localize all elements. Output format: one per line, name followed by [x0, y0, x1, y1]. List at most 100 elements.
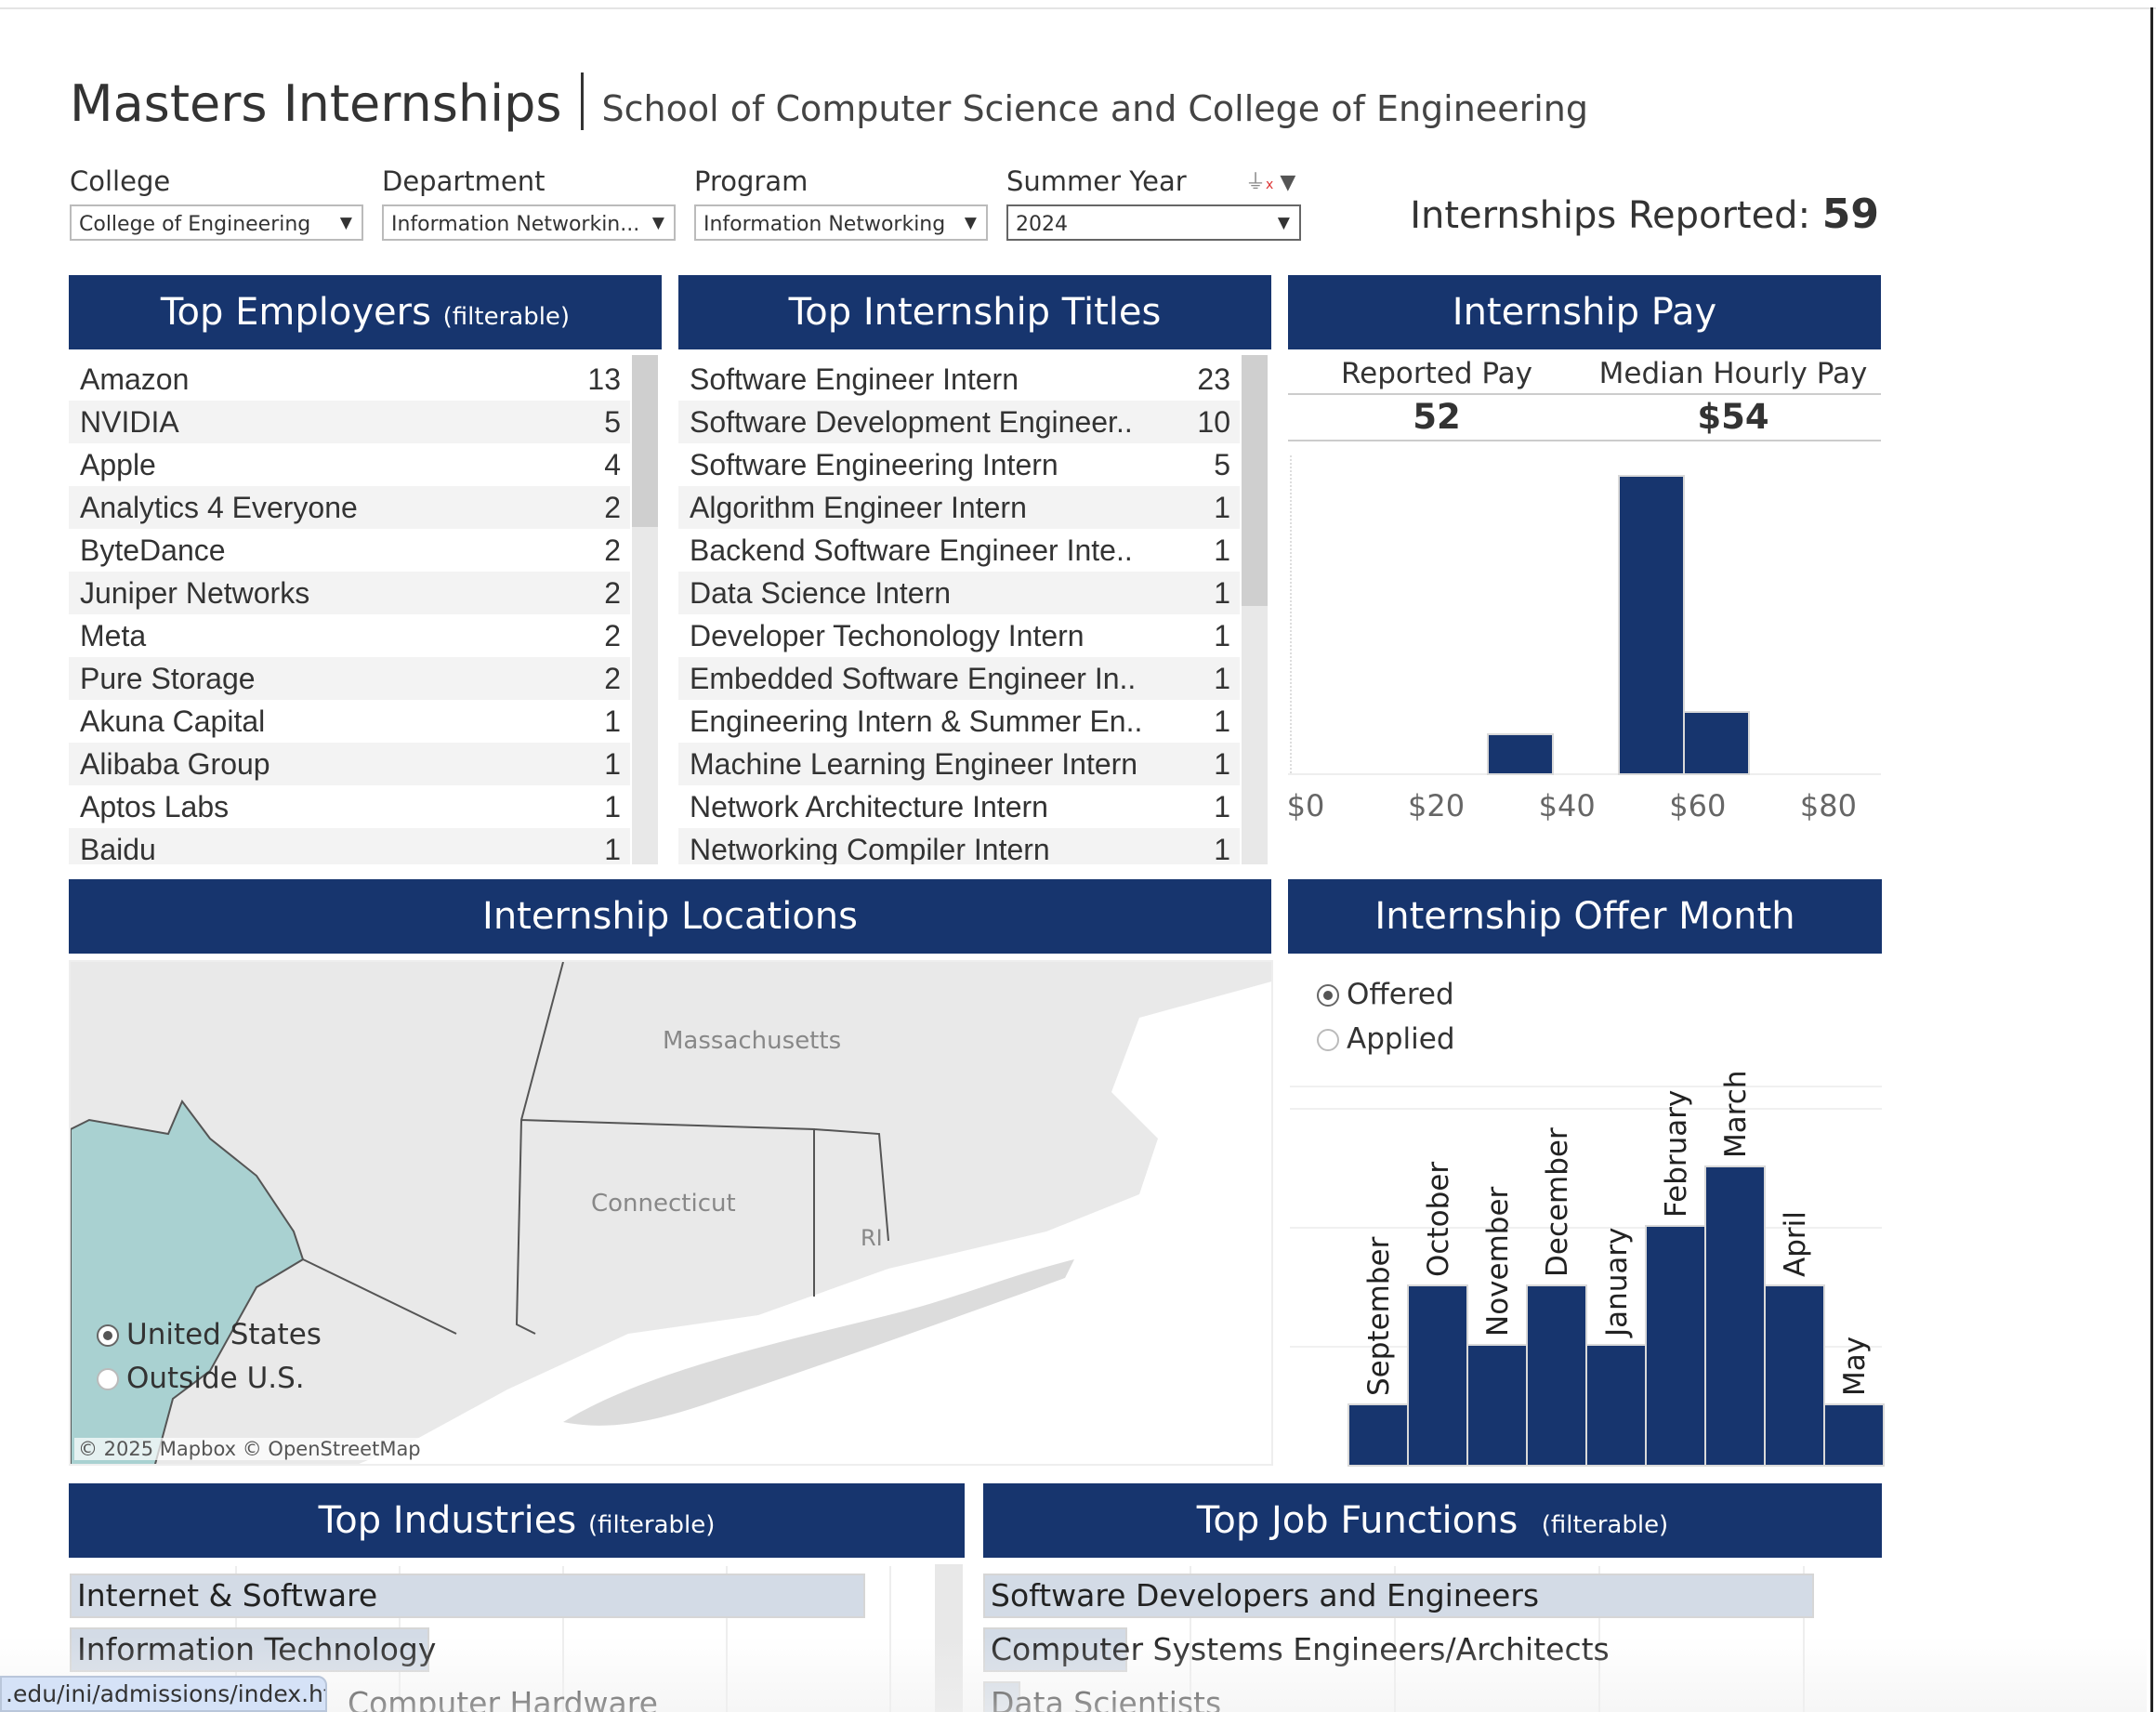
row-label: Juniper Networks [80, 576, 310, 610]
title-row[interactable]: Networking Compiler Intern 1 [678, 828, 1240, 864]
radio-icon [97, 1368, 119, 1390]
industries-title: Top Industries [318, 1499, 577, 1542]
row-count: 1 [1214, 705, 1230, 738]
bar[interactable] [70, 1574, 865, 1618]
employers-header: Top Employers (filterable) [69, 275, 662, 349]
title-row[interactable]: Software Engineering Intern 5 [678, 443, 1240, 486]
radio-offered[interactable]: Offered [1317, 978, 1454, 1011]
employer-row[interactable]: Aptos Labs 1 [69, 785, 630, 828]
map-label-ri: RI [861, 1225, 883, 1251]
radio-united-states[interactable]: United States [97, 1318, 322, 1351]
title-row[interactable]: Software Development Engineer.. 10 [678, 401, 1240, 443]
bar-label[interactable]: Software Developers and Engineers [991, 1577, 1540, 1613]
month-bar[interactable] [1348, 1403, 1409, 1467]
x-tick-label: $40 [1538, 788, 1596, 823]
title-row[interactable]: Backend Software Engineer Inte.. 1 [678, 529, 1240, 572]
median-pay-value: $54 [1697, 397, 1769, 437]
row-count: 2 [604, 576, 621, 610]
titles-scrollbar[interactable] [1242, 355, 1268, 864]
locations-map[interactable]: Massachusetts Connecticut RI United Stat… [69, 960, 1273, 1466]
scroll-thumb[interactable] [1242, 355, 1268, 606]
offer-month-title: Internship Offer Month [1374, 895, 1795, 938]
titles-title: Top Internship Titles [788, 291, 1162, 334]
title-row[interactable]: Machine Learning Engineer Intern 1 [678, 743, 1240, 785]
employer-row[interactable]: Apple 4 [69, 443, 630, 486]
row-count: 1 [604, 790, 621, 823]
reported-label: Internships Reported: [1410, 194, 1811, 237]
median-pay-label: Median Hourly Pay [1598, 357, 1868, 390]
radio-applied[interactable]: Applied [1317, 1022, 1455, 1056]
bar[interactable] [983, 1574, 1814, 1618]
month-label: November [1481, 1186, 1515, 1337]
gridline [1290, 1108, 1882, 1110]
titles-list[interactable]: Software Engineer Intern 23 Software Devel… [678, 358, 1240, 864]
row-label: Machine Learning Engineer Intern [690, 747, 1138, 781]
title-row[interactable]: Algorithm Engineer Intern 1 [678, 486, 1240, 529]
employer-row[interactable]: ByteDance 2 [69, 529, 630, 572]
pay-bar[interactable] [1682, 710, 1751, 775]
y-axis-line [1290, 455, 1292, 773]
title-row[interactable]: Engineering Intern & Summer En.. 1 [678, 700, 1240, 743]
program-dropdown[interactable]: Information Networking ▼ [694, 204, 988, 241]
row-count: 1 [604, 705, 621, 738]
title-row[interactable]: Data Science Intern 1 [678, 572, 1240, 614]
radio-label: Outside U.S. [126, 1362, 305, 1395]
summer-year-filter-label: Summer Year [1006, 165, 1187, 197]
employer-row[interactable]: Akuna Capital 1 [69, 700, 630, 743]
month-bar[interactable] [1526, 1284, 1587, 1467]
month-bar[interactable] [1466, 1344, 1528, 1467]
row-label: Amazon [80, 362, 190, 396]
row-count: 2 [604, 619, 621, 652]
row-label: Algorithm Engineer Intern [690, 491, 1027, 524]
month-label: May [1838, 1336, 1872, 1396]
employer-row[interactable]: Amazon 13 [69, 358, 630, 401]
scroll-thumb[interactable] [632, 355, 658, 527]
title-row[interactable]: Software Engineer Intern 23 [678, 358, 1240, 401]
bar-label[interactable]: Internet & Software [77, 1577, 378, 1613]
chevron-down-icon: ▼ [339, 214, 352, 232]
month-bar[interactable] [1823, 1403, 1885, 1467]
department-value: Information Networkin... [391, 213, 640, 236]
top-border [0, 7, 2156, 9]
employer-row[interactable]: Juniper Networks 2 [69, 572, 630, 614]
month-bar[interactable] [1407, 1284, 1468, 1467]
reported-count: 59 [1821, 191, 1879, 238]
radio-outside-us[interactable]: Outside U.S. [97, 1362, 305, 1395]
employer-row[interactable]: Analytics 4 Everyone 2 [69, 486, 630, 529]
title-row[interactable]: Embedded Software Engineer In.. 1 [678, 657, 1240, 700]
internships-reported: Internships Reported: 59 [1410, 191, 1879, 238]
employer-row[interactable]: Pure Storage 2 [69, 657, 630, 700]
employer-row[interactable]: Baidu 1 [69, 828, 630, 864]
row-label: Meta [80, 619, 147, 652]
month-bar[interactable] [1585, 1344, 1647, 1467]
chevron-down-icon: ▼ [964, 214, 977, 232]
radio-label: Applied [1347, 1022, 1455, 1056]
pay-bar[interactable] [1617, 474, 1685, 775]
employers-list[interactable]: Amazon 13 NVIDIA 5 Apple 4 Analytics 4 Everyon… [69, 358, 630, 864]
college-dropdown[interactable]: College of Engineering ▼ [70, 204, 363, 241]
map-attribution[interactable]: © 2025 Mapbox © OpenStreetMap [74, 1438, 425, 1460]
month-bar[interactable] [1704, 1165, 1766, 1467]
row-label: Network Architecture Intern [690, 790, 1048, 823]
row-label: Pure Storage [80, 662, 256, 695]
employers-scrollbar[interactable] [632, 355, 658, 864]
row-label: Engineering Intern & Summer En.. [690, 705, 1143, 738]
department-dropdown[interactable]: Information Networkin... ▼ [382, 204, 676, 241]
program-value: Information Networking [703, 213, 946, 236]
clear-filter-icon[interactable]: ⏚x ▼ [1245, 171, 1296, 194]
map-label-connecticut: Connecticut [591, 1190, 736, 1218]
row-label: Embedded Software Engineer In.. [690, 662, 1137, 695]
employer-row[interactable]: Alibaba Group 1 [69, 743, 630, 785]
pay-bar[interactable] [1486, 733, 1555, 775]
row-label: Alibaba Group [80, 747, 270, 781]
row-label: Developer Techonology Intern [690, 619, 1085, 652]
title-row[interactable]: Network Architecture Intern 1 [678, 785, 1240, 828]
title-row[interactable]: Developer Techonology Intern 1 [678, 614, 1240, 657]
row-count: 1 [604, 747, 621, 781]
month-bar[interactable] [1764, 1284, 1825, 1467]
employer-row[interactable]: NVIDIA 5 [69, 401, 630, 443]
title-divider [580, 72, 584, 130]
employer-row[interactable]: Meta 2 [69, 614, 630, 657]
summer-year-dropdown[interactable]: 2024 ▼ [1006, 204, 1301, 241]
month-bar[interactable] [1645, 1225, 1706, 1467]
